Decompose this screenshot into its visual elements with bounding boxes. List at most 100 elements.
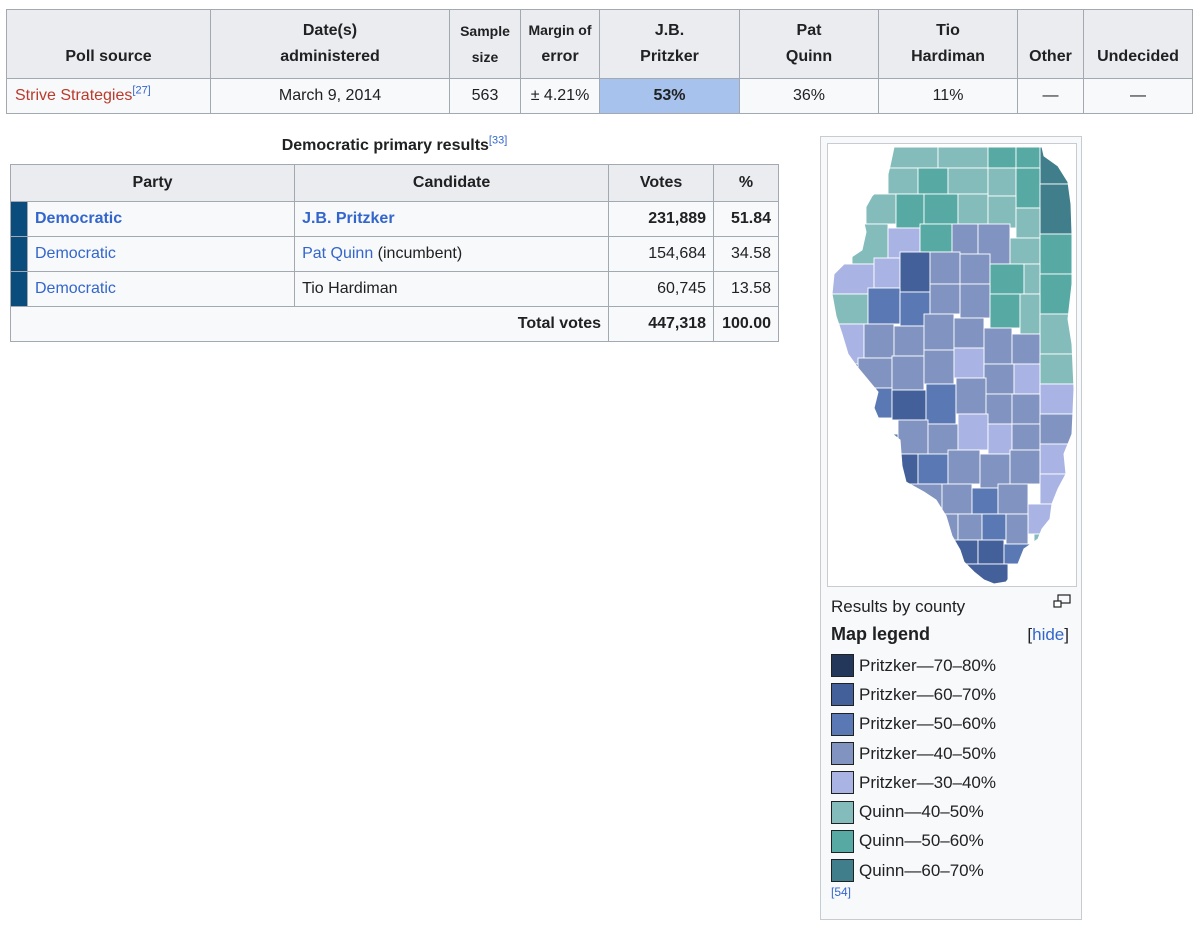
county-region[interactable] [1039, 353, 1076, 385]
county-region[interactable] [887, 167, 919, 195]
total-votes: 447,318 [608, 306, 715, 342]
county-region[interactable] [989, 263, 1025, 295]
county-region[interactable] [927, 423, 959, 455]
county-region[interactable] [959, 253, 991, 285]
county-region[interactable] [1039, 183, 1076, 235]
county-region[interactable] [857, 433, 899, 465]
county-region[interactable] [1011, 333, 1041, 365]
county-region[interactable] [1013, 363, 1041, 395]
candidate-link[interactable]: Pat Quinn [302, 245, 374, 262]
county-region[interactable] [828, 403, 869, 435]
county-region[interactable] [828, 293, 869, 325]
sample-header-line1: Sample [460, 23, 510, 39]
party-link[interactable]: Democratic [35, 210, 123, 227]
county-region[interactable] [929, 283, 961, 315]
county-region[interactable] [951, 223, 979, 255]
county-region[interactable] [1039, 383, 1076, 415]
map-legend-list: Pritzker—70–80% Pritzker—60–70% Pritzker… [831, 651, 996, 885]
county-region[interactable] [955, 377, 987, 415]
poll-source-ref-link[interactable]: [27] [132, 84, 151, 97]
candidate-link[interactable]: J.B. Pritzker [302, 210, 395, 227]
county-region[interactable] [957, 193, 989, 225]
party-link[interactable]: Democratic [35, 280, 116, 297]
county-region[interactable] [987, 167, 1017, 197]
county-region[interactable] [947, 167, 989, 195]
party-color-swatch [10, 201, 28, 237]
county-region[interactable] [1009, 449, 1041, 485]
county-region[interactable] [929, 251, 961, 285]
party-link[interactable]: Democratic [35, 245, 116, 262]
county-region[interactable] [989, 293, 1021, 329]
county-region[interactable] [1019, 293, 1041, 335]
county-region[interactable] [891, 389, 927, 421]
county-region[interactable] [917, 167, 949, 195]
county-region[interactable] [863, 323, 895, 359]
county-region[interactable] [985, 393, 1013, 425]
county-region[interactable] [917, 453, 949, 485]
county-region[interactable] [893, 325, 925, 357]
legend-toggle-open: [ [1027, 625, 1033, 644]
county-region[interactable] [873, 257, 901, 289]
county-region[interactable] [1005, 513, 1029, 545]
county-region[interactable] [1039, 233, 1076, 275]
county-region[interactable] [971, 487, 999, 515]
illinois-county-map[interactable] [828, 144, 1076, 586]
county-region[interactable] [1027, 503, 1059, 535]
county-region[interactable] [1015, 144, 1041, 169]
county-region[interactable] [983, 363, 1015, 395]
results-table: Party Candidate Votes % Democratic J.B. … [9, 164, 779, 342]
county-region[interactable] [828, 363, 859, 405]
county-region[interactable] [941, 483, 973, 515]
county-region[interactable] [895, 193, 925, 229]
county-region[interactable] [857, 357, 893, 389]
map-reference-link[interactable]: [54] [831, 885, 852, 899]
party-cell: Democratic [26, 271, 296, 307]
county-region[interactable] [923, 193, 959, 225]
county-region[interactable] [897, 419, 929, 455]
county-region[interactable] [953, 347, 985, 379]
county-region[interactable] [865, 193, 897, 225]
county-region[interactable] [828, 263, 875, 295]
county-region[interactable] [867, 287, 901, 325]
county-region[interactable] [923, 349, 955, 385]
county-region[interactable] [919, 223, 953, 253]
county-region[interactable] [877, 453, 919, 495]
county-region[interactable] [1011, 393, 1041, 425]
county-region[interactable] [979, 453, 1011, 489]
county-region[interactable] [1015, 167, 1041, 209]
county-region[interactable] [1039, 443, 1076, 475]
county-region[interactable] [925, 383, 957, 425]
margin-header-line2: error [541, 48, 579, 65]
county-region[interactable] [923, 313, 955, 351]
county-region[interactable] [937, 144, 989, 169]
county-region[interactable] [887, 144, 939, 169]
county-region[interactable] [983, 327, 1013, 365]
enlarge-icon[interactable] [1053, 594, 1071, 608]
county-region[interactable] [957, 413, 989, 451]
county-map-frame[interactable] [827, 143, 1077, 587]
county-region[interactable] [1023, 263, 1041, 295]
county-region[interactable] [977, 539, 1005, 565]
county-region[interactable] [957, 513, 983, 541]
county-region[interactable] [1009, 237, 1041, 265]
county-region[interactable] [987, 195, 1017, 229]
legend-hide-link[interactable]: hide [1032, 625, 1065, 644]
poll-source-link[interactable]: Strive Strategies [15, 87, 133, 104]
county-region[interactable] [987, 144, 1017, 169]
county-region[interactable] [1039, 144, 1076, 185]
county-region[interactable] [1015, 207, 1041, 239]
results-caption-ref-link[interactable]: [33] [488, 134, 508, 147]
county-region[interactable] [981, 513, 1007, 541]
county-region[interactable] [1011, 423, 1041, 451]
county-region[interactable] [867, 387, 893, 419]
county-region[interactable] [953, 317, 985, 349]
pritzker-header: J.B. Pritzker [599, 9, 740, 79]
county-region[interactable] [907, 483, 943, 515]
county-region[interactable] [987, 423, 1013, 455]
county-region[interactable] [1039, 413, 1076, 445]
county-region[interactable] [947, 449, 981, 485]
county-region[interactable] [899, 251, 931, 293]
county-region[interactable] [959, 283, 991, 319]
county-region[interactable] [891, 355, 925, 391]
county-region[interactable] [997, 483, 1029, 515]
